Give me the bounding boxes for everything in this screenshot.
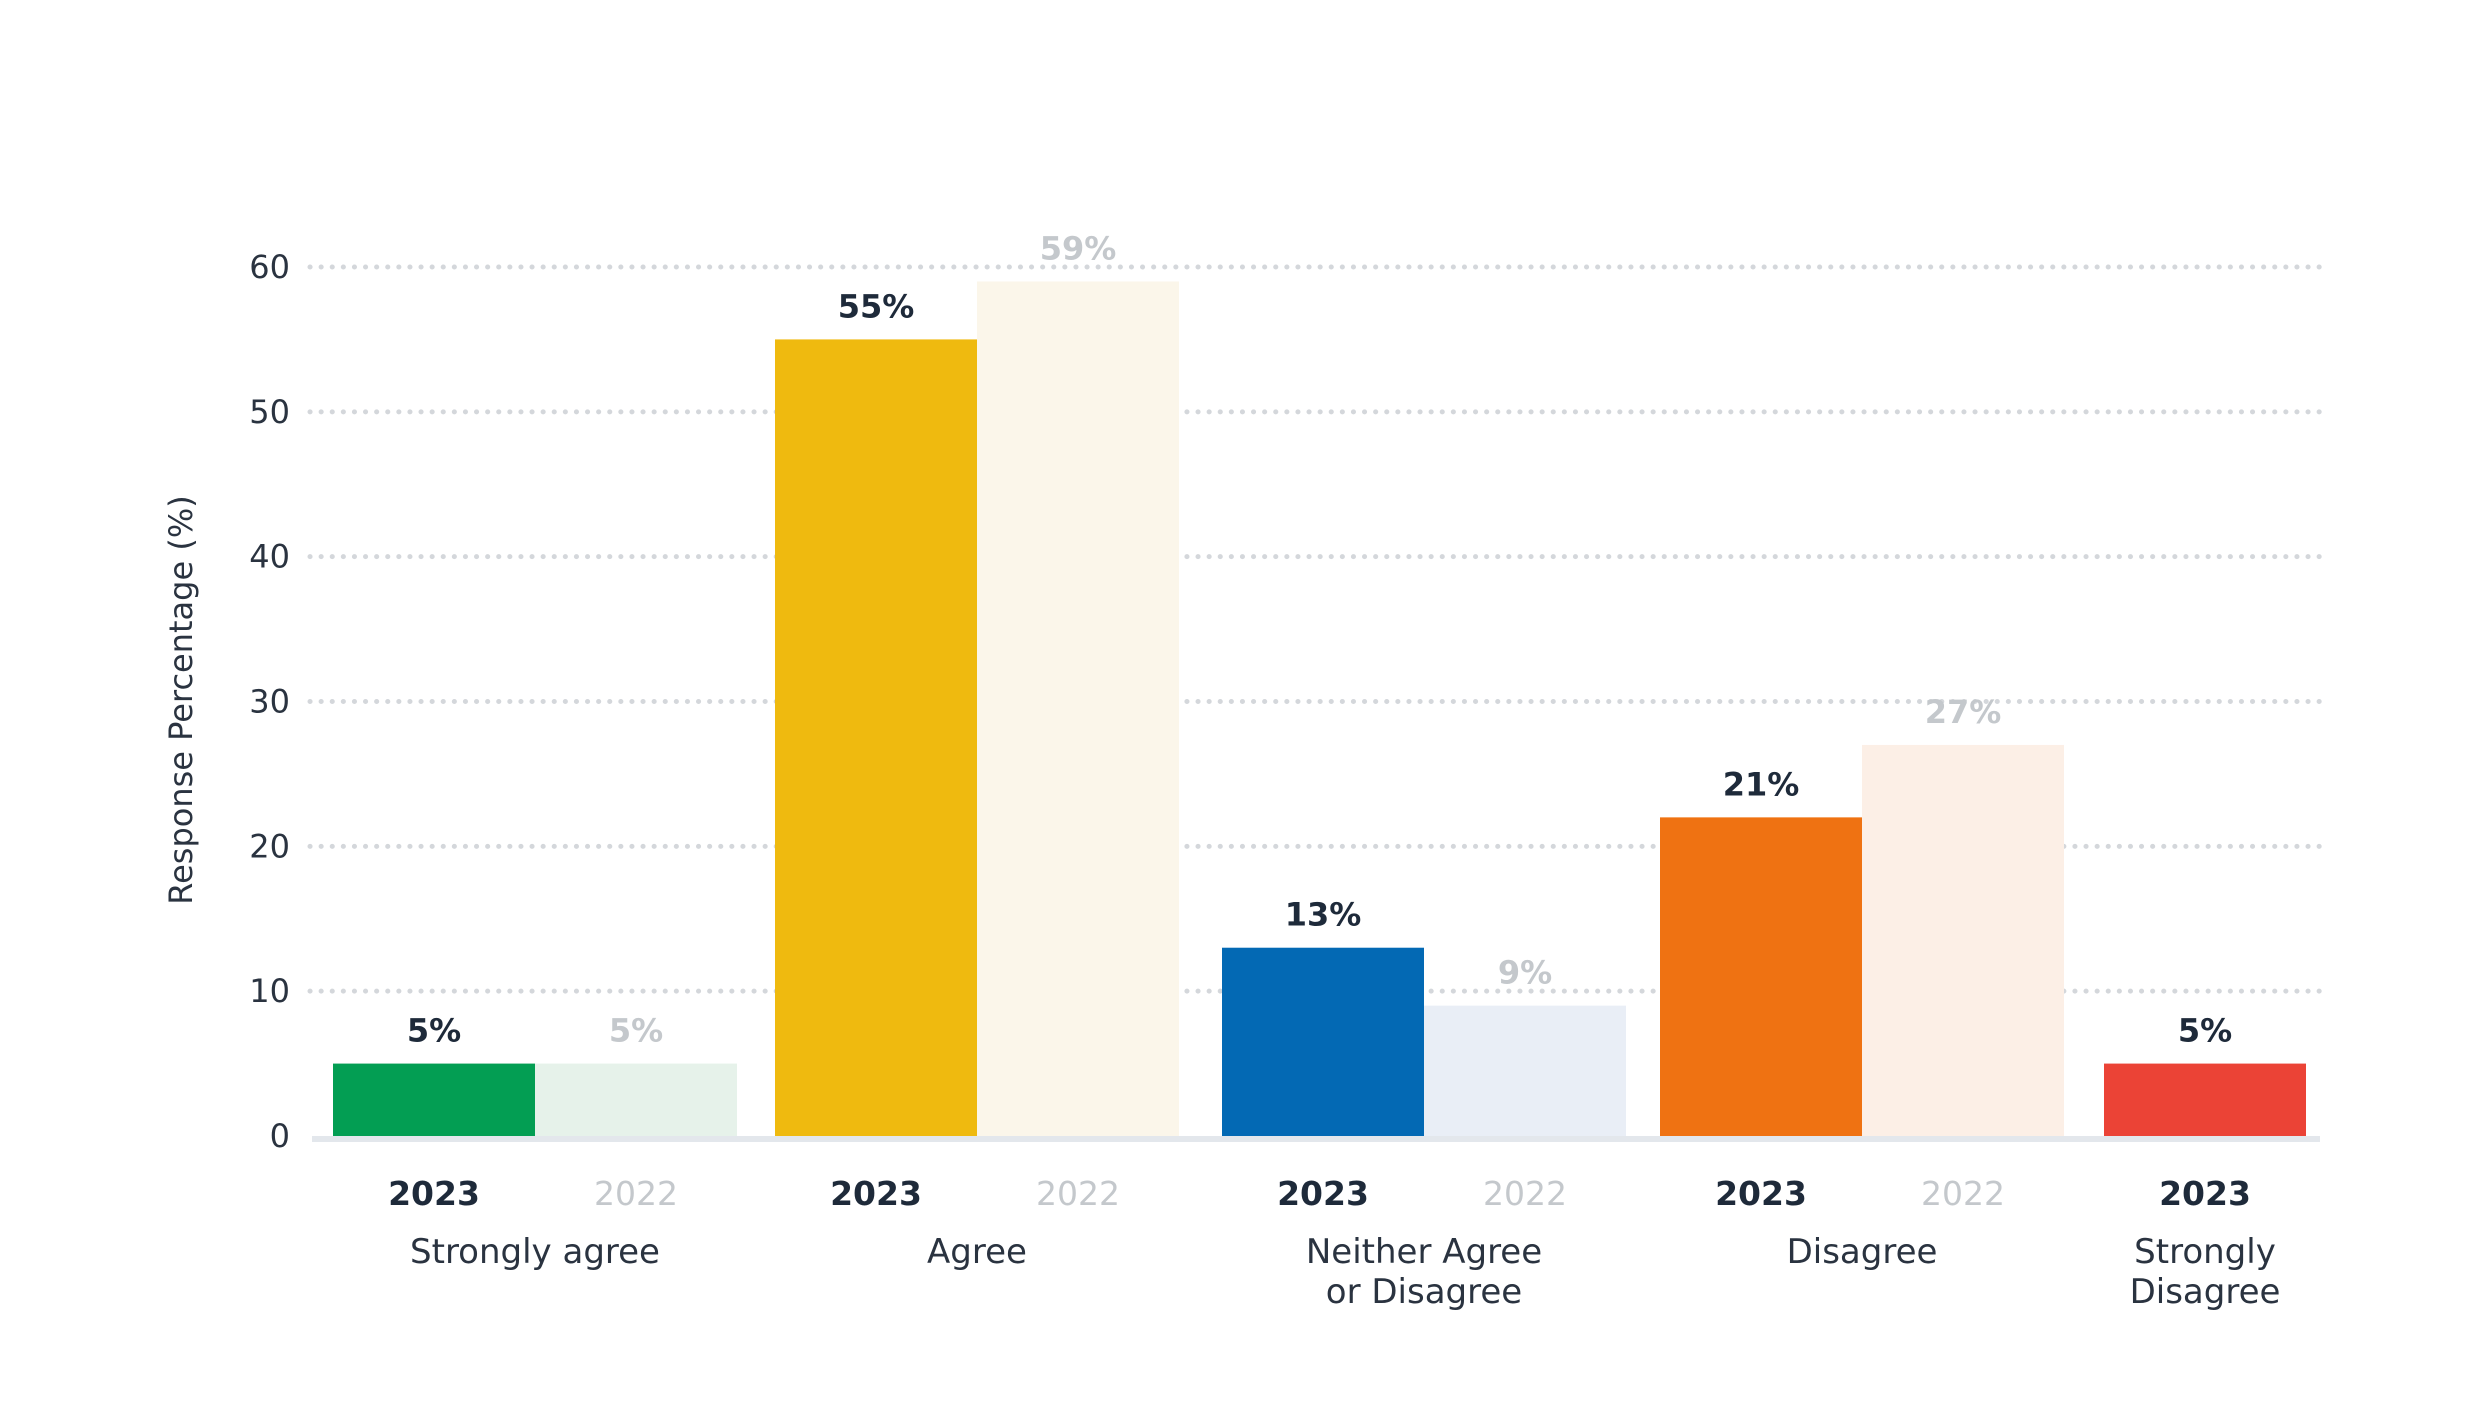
y-axis-ticks: 0 10 20 30 40 50 60 — [249, 248, 290, 1155]
year-label: 2023 — [388, 1174, 480, 1213]
y-tick-label: 30 — [249, 683, 290, 721]
category-label: Agree — [927, 1232, 1027, 1272]
bar-2023 — [2104, 1063, 2306, 1136]
y-tick-label: 0 — [270, 1117, 290, 1155]
y-tick-label: 40 — [249, 538, 290, 576]
category-label: Disagree — [1787, 1232, 1938, 1272]
bars — [333, 281, 2306, 1137]
bar-value-label: 55% — [838, 287, 915, 325]
bar-value-label: 13% — [1285, 896, 1362, 934]
bar-value-label: 5% — [609, 1012, 663, 1050]
bar-value-label: 59% — [1040, 229, 1117, 267]
year-label: 2022 — [1483, 1174, 1567, 1213]
bar-2023 — [775, 339, 977, 1137]
bar-value-label: 5% — [2178, 1012, 2232, 1050]
bar-2023 — [1222, 947, 1424, 1136]
year-label: 2023 — [1277, 1174, 1369, 1213]
year-label: 2022 — [1036, 1174, 1120, 1213]
bar-2022 — [1424, 1005, 1626, 1136]
category-label: Disagree — [2130, 1272, 2281, 1312]
category-label: Strongly — [2134, 1232, 2276, 1272]
y-axis-label: Response Percentage (%) — [162, 495, 200, 904]
year-label: 2023 — [1715, 1174, 1807, 1213]
year-label: 2023 — [2159, 1174, 2251, 1213]
bar-2022 — [977, 281, 1179, 1136]
bar-2022 — [1862, 744, 2064, 1136]
category-label: Neither Agree — [1306, 1232, 1542, 1272]
category-label: or Disagree — [1326, 1272, 1522, 1312]
x-axis-baseline — [312, 1136, 2320, 1142]
bar-2022 — [535, 1063, 737, 1136]
bar-2023 — [333, 1063, 535, 1136]
bar-2023 — [1660, 817, 1862, 1136]
bar-value-label: 9% — [1498, 954, 1552, 992]
year-label: 2022 — [594, 1174, 678, 1213]
year-label: 2023 — [830, 1174, 922, 1213]
y-tick-label: 50 — [249, 393, 290, 431]
bar-value-label: 27% — [1925, 693, 2002, 731]
y-tick-label: 20 — [249, 827, 290, 865]
category-label: Strongly agree — [410, 1232, 660, 1272]
y-tick-label: 10 — [249, 972, 290, 1010]
bar-value-label: 5% — [407, 1012, 461, 1050]
y-tick-label: 60 — [249, 248, 290, 286]
value-labels: 5% 5% 55% 59% 13% 9% 21% 27% 5% — [407, 229, 2232, 1049]
bar-value-label: 21% — [1723, 765, 1800, 803]
year-label: 2022 — [1921, 1174, 2005, 1213]
